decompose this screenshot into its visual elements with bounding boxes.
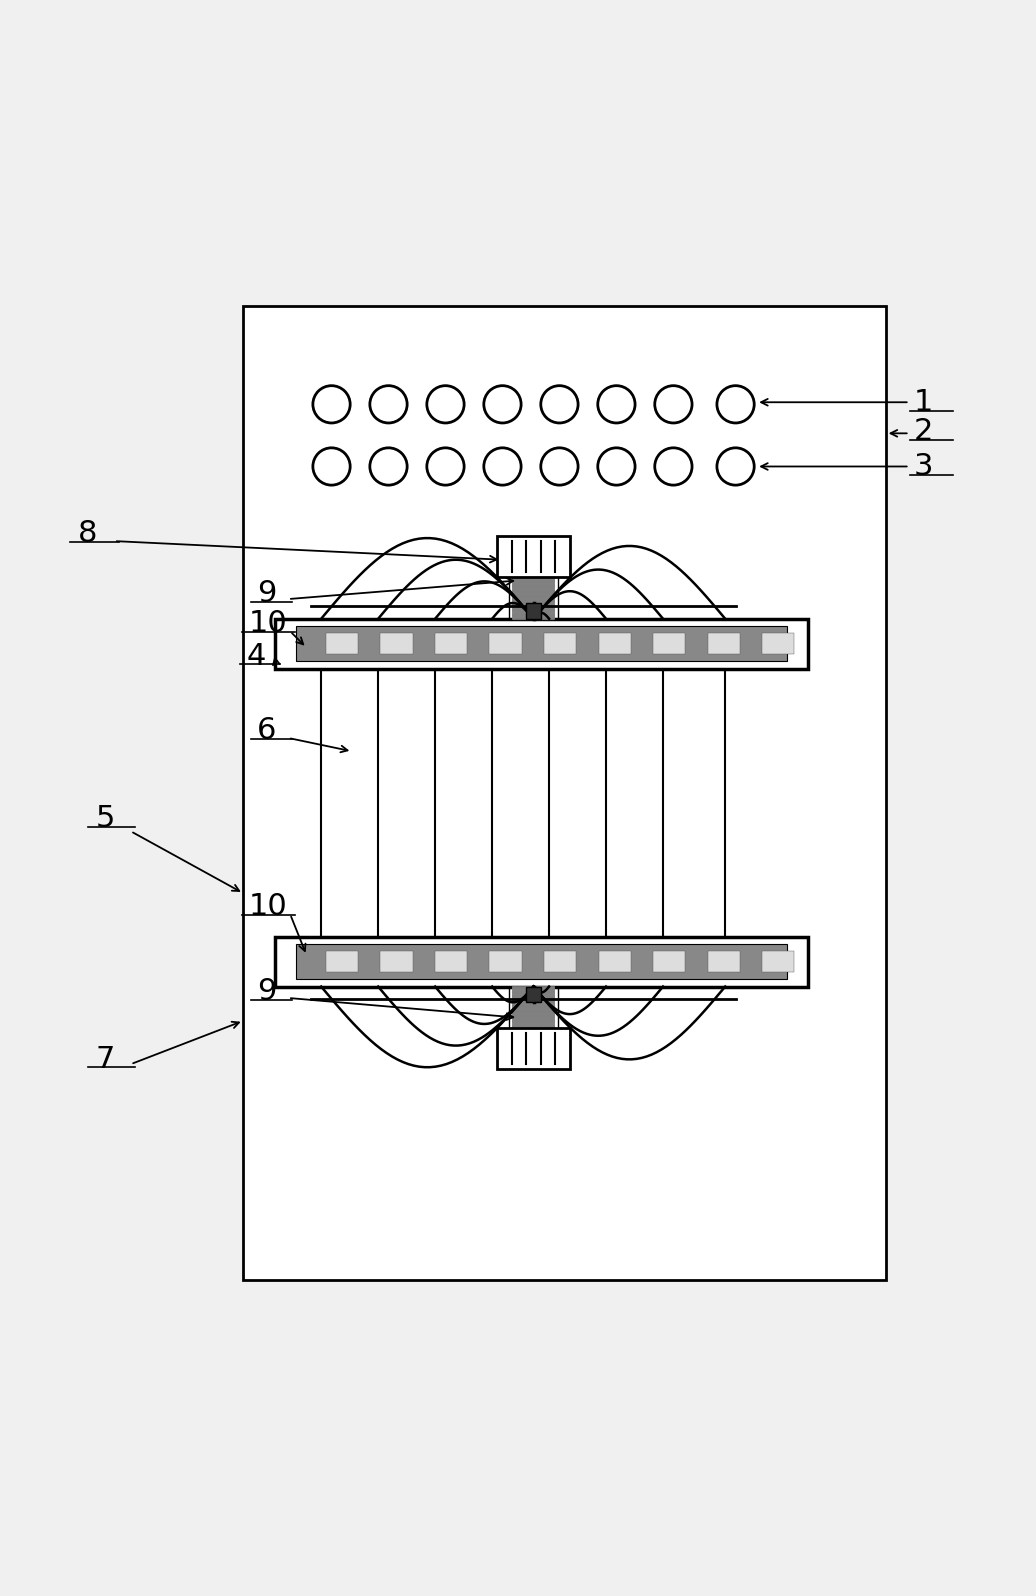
Circle shape [717,448,754,485]
Bar [435,634,467,654]
Circle shape [313,386,350,423]
Text: 10: 10 [249,610,287,638]
Text: 5: 5 [95,804,115,833]
Bar [296,626,786,661]
Bar [653,634,685,654]
Bar [326,951,358,972]
Text: 8: 8 [78,519,97,549]
Text: 10: 10 [249,892,287,921]
Text: 7: 7 [95,1044,115,1074]
Bar [599,634,631,654]
Bar [296,945,786,978]
Text: 9: 9 [257,579,277,608]
Bar [708,951,740,972]
Circle shape [427,386,464,423]
Bar [275,937,808,986]
Circle shape [370,448,407,485]
Bar [599,951,631,972]
Circle shape [313,448,350,485]
Bar [653,951,685,972]
Circle shape [484,386,521,423]
Text: 2: 2 [914,417,933,445]
Circle shape [655,386,692,423]
Circle shape [655,448,692,485]
Bar [326,634,358,654]
Text: 1: 1 [914,388,933,417]
Bar [497,536,570,578]
Bar [762,951,795,972]
Circle shape [541,448,578,485]
Circle shape [598,386,635,423]
Circle shape [370,386,407,423]
Circle shape [484,448,521,485]
Bar [275,619,808,669]
Circle shape [717,386,754,423]
Bar [762,634,795,654]
Bar [435,951,467,972]
Text: 3: 3 [914,452,933,480]
Bar [544,634,576,654]
Circle shape [598,448,635,485]
Circle shape [427,448,464,485]
Text: 6: 6 [257,717,277,745]
Bar [497,1028,570,1069]
Bar [526,986,542,1002]
Bar [708,634,740,654]
Bar [243,306,886,1280]
Bar [380,634,412,654]
Bar [544,951,576,972]
Bar [380,951,412,972]
Circle shape [541,386,578,423]
Bar [489,951,521,972]
Bar [526,603,542,619]
Text: 4: 4 [247,642,266,670]
Bar [489,634,521,654]
Text: 9: 9 [257,977,277,1005]
